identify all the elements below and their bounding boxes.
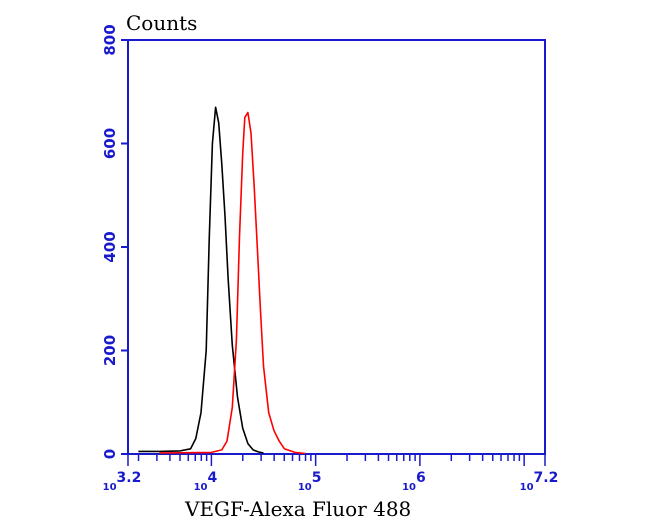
y-axis-label: Counts <box>126 11 197 35</box>
y-tick-label: 400 <box>101 231 119 262</box>
x-tick-label: 103.2 <box>103 470 142 493</box>
y-axis: 0 200 400 600 800 <box>101 24 128 459</box>
x-axis-label: VEGF-Alexa Fluor 488 <box>184 497 411 521</box>
series-line-2 <box>159 111 306 455</box>
series-layer <box>138 106 306 455</box>
x-tick-label: 106 <box>402 470 426 493</box>
x-tick-label: 107.2 <box>520 470 559 493</box>
x-axis: 103.2 104 105 106 107.2 <box>103 454 559 493</box>
y-tick-label: 600 <box>101 128 119 159</box>
series-line-1 <box>138 106 264 454</box>
plot-frame <box>127 39 546 455</box>
y-tick-label: 0 <box>101 449 119 459</box>
y-tick-label: 800 <box>101 24 119 55</box>
x-tick-label: 104 <box>194 470 218 493</box>
x-tick-label: 105 <box>298 470 322 493</box>
y-tick-label: 200 <box>101 335 119 366</box>
